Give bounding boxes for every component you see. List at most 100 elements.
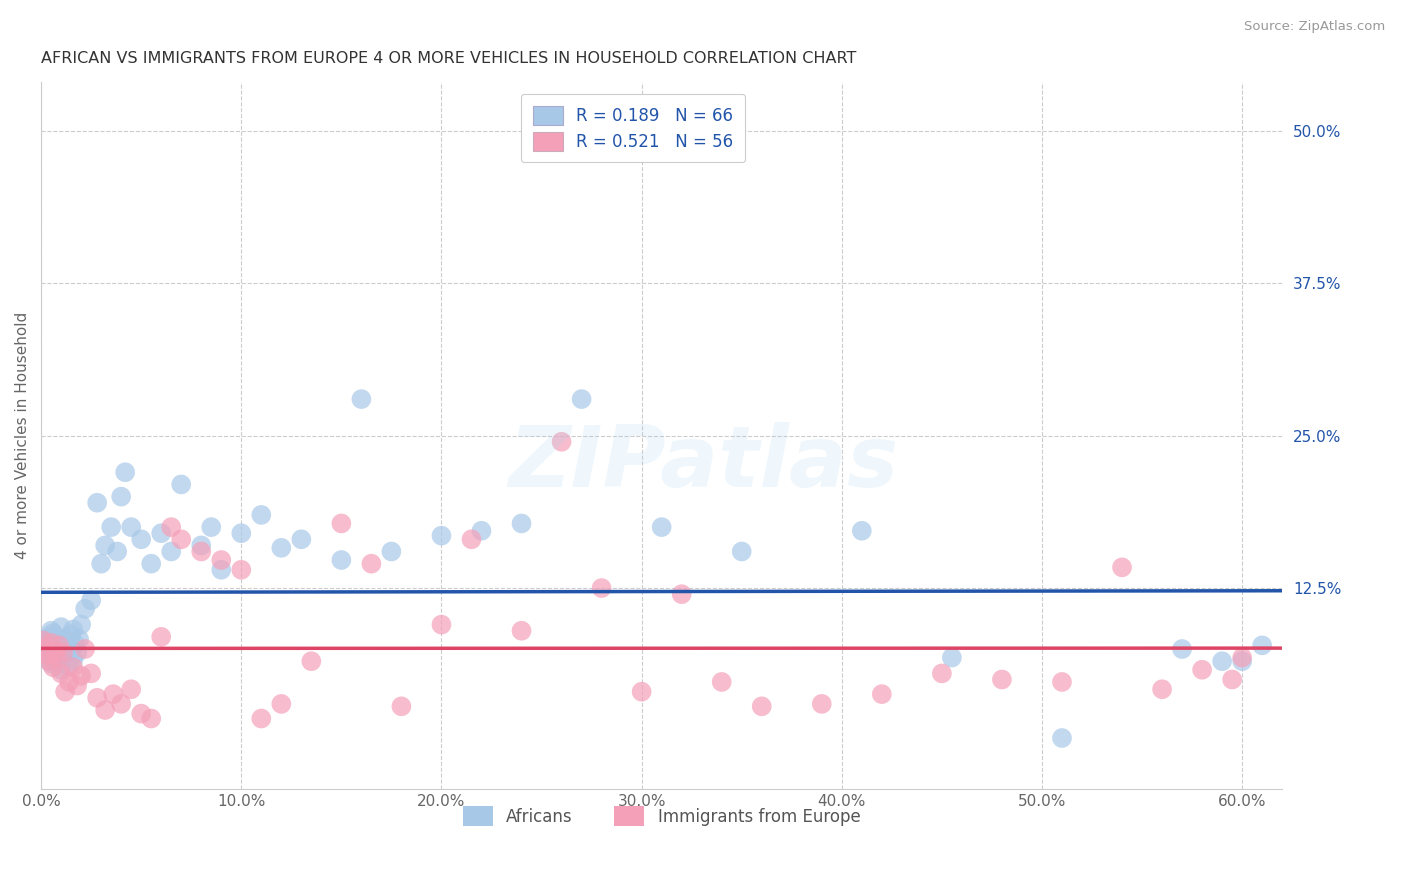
Point: [70, 617, 93, 632]
Point: [190, 544, 212, 558]
Point: [200, 520, 222, 534]
Point: [42, 660, 65, 674]
Point: [430, 617, 453, 632]
Point: [141, 712, 163, 726]
Point: [851, 524, 873, 538]
Point: [110, 490, 132, 504]
Point: [651, 520, 673, 534]
Point: [1050, 675, 1073, 690]
Point: [129, 533, 152, 547]
Point: [44, 654, 66, 668]
Point: [1152, 682, 1174, 697]
Point: [299, 654, 322, 668]
Point: [350, 392, 373, 406]
Point: [1211, 654, 1233, 668]
Point: [100, 520, 122, 534]
Point: [49, 666, 72, 681]
Point: [991, 673, 1014, 687]
Point: [101, 687, 124, 701]
Point: [110, 697, 132, 711]
Point: [931, 666, 953, 681]
Point: [129, 706, 152, 721]
Point: [39, 636, 62, 650]
Point: [39, 624, 62, 638]
Point: [60, 627, 83, 641]
Point: [550, 434, 572, 449]
Text: AFRICAN VS IMMIGRANTS FROM EUROPE 4 OR MORE VEHICLES IN HOUSEHOLD CORRELATION CH: AFRICAN VS IMMIGRANTS FROM EUROPE 4 OR M…: [41, 51, 856, 66]
Point: [42, 626, 65, 640]
Point: [37, 650, 59, 665]
Point: [58, 675, 80, 690]
Point: [38, 654, 60, 668]
Point: [460, 533, 482, 547]
Point: [231, 526, 253, 541]
Point: [430, 528, 453, 542]
Point: [330, 553, 353, 567]
Point: [571, 392, 593, 406]
Point: [1230, 654, 1253, 668]
Point: [37, 648, 59, 662]
Point: [44, 640, 66, 655]
Point: [46, 650, 69, 665]
Point: [53, 684, 76, 698]
Point: [105, 544, 128, 558]
Legend: Africans, Immigrants from Europe: Africans, Immigrants from Europe: [454, 798, 869, 834]
Point: [32, 633, 55, 648]
Point: [48, 639, 70, 653]
Point: [39, 657, 62, 671]
Point: [160, 520, 183, 534]
Point: [80, 666, 103, 681]
Point: [1050, 731, 1073, 745]
Point: [630, 684, 652, 698]
Point: [510, 516, 533, 531]
Point: [751, 699, 773, 714]
Point: [94, 538, 117, 552]
Point: [591, 581, 613, 595]
Point: [810, 697, 832, 711]
Point: [190, 538, 212, 552]
Point: [391, 699, 413, 714]
Point: [510, 624, 533, 638]
Point: [86, 496, 108, 510]
Text: ZIPatlas: ZIPatlas: [508, 422, 898, 506]
Point: [38, 630, 60, 644]
Point: [160, 544, 183, 558]
Text: Source: ZipAtlas.com: Source: ZipAtlas.com: [1244, 20, 1385, 33]
Point: [1230, 650, 1253, 665]
Point: [44, 644, 66, 658]
Point: [62, 653, 84, 667]
Point: [49, 620, 72, 634]
Point: [56, 640, 79, 654]
Point: [1251, 639, 1274, 653]
Point: [1220, 673, 1243, 687]
Y-axis label: 4 or more Vehicles in Household: 4 or more Vehicles in Household: [15, 312, 30, 559]
Point: [671, 587, 693, 601]
Point: [114, 465, 136, 479]
Point: [75, 642, 97, 657]
Point: [470, 524, 492, 538]
Point: [49, 663, 72, 677]
Point: [52, 646, 75, 660]
Point: [290, 533, 312, 547]
Point: [86, 690, 108, 705]
Point: [34, 642, 56, 657]
Point: [360, 557, 382, 571]
Point: [75, 601, 97, 615]
Point: [58, 659, 80, 673]
Point: [120, 682, 142, 697]
Point: [63, 637, 86, 651]
Point: [1111, 560, 1133, 574]
Point: [34, 642, 56, 657]
Point: [941, 650, 963, 665]
Point: [53, 631, 76, 645]
Point: [66, 646, 89, 660]
Point: [270, 541, 292, 555]
Point: [209, 553, 232, 567]
Point: [66, 679, 89, 693]
Point: [38, 646, 60, 660]
Point: [870, 687, 893, 701]
Point: [141, 557, 163, 571]
Point: [330, 516, 353, 531]
Point: [62, 623, 84, 637]
Point: [94, 703, 117, 717]
